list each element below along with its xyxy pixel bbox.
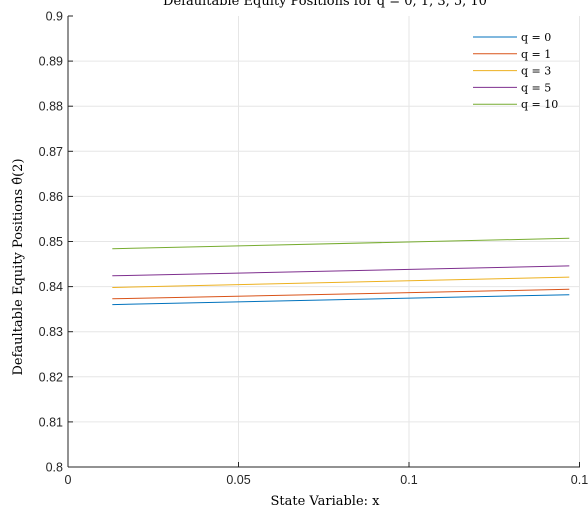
y-tick-label: 0.89 [39, 55, 63, 69]
y-tick-label: 0.87 [39, 145, 63, 159]
legend: q = 0 q = 1 q = 3 q = 5 q = 10 [473, 31, 558, 111]
y-tick-label: 0.82 [39, 370, 63, 384]
series-line-4 [112, 237, 570, 250]
chart-title: Defaultable Equity Positions for q = 0, … [163, 0, 487, 9]
series-lines [112, 237, 570, 306]
y-tick-label: 0.81 [39, 415, 63, 429]
y-tick-label: 0.88 [39, 100, 63, 114]
x-tick-label: 0.05 [226, 473, 250, 487]
x-tick-label: 0 [65, 473, 72, 487]
y-tick-label: 0.8 [46, 461, 63, 475]
x-tick-label: 0.1 [571, 473, 588, 487]
y-axis-label: Defaultable Equity Positions θ̂(2) [11, 158, 26, 375]
legend-label-3: q = 5 [521, 81, 551, 94]
series-line-3 [112, 265, 570, 277]
y-tick-label: 0.86 [39, 190, 63, 204]
x-axis-label: State Variable: x [270, 494, 380, 509]
legend-label-0: q = 0 [521, 31, 551, 44]
series-line-1 [112, 288, 570, 300]
y-tick-label: 0.83 [39, 325, 63, 339]
y-tick-label: 0.9 [46, 10, 63, 24]
legend-label-4: q = 10 [521, 98, 558, 111]
series-line-2 [112, 276, 570, 288]
legend-label-1: q = 1 [521, 48, 551, 61]
axes [67, 15, 580, 468]
x-tick-label: 0.1 [400, 473, 417, 487]
legend-label-2: q = 3 [521, 65, 551, 78]
y-tick-label: 0.85 [39, 235, 63, 249]
y-tick-label: 0.84 [39, 280, 63, 294]
tick-labels: 0.8 0.81 0.82 0.83 0.84 0.85 0.86 0.87 0.88 0.89 0… [39, 10, 588, 488]
grid-lines [68, 16, 580, 467]
series-line-0 [112, 294, 570, 306]
